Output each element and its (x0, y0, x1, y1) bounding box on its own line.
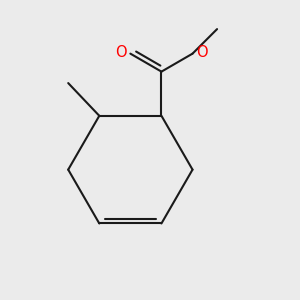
Text: O: O (116, 44, 127, 59)
Text: O: O (196, 44, 208, 59)
